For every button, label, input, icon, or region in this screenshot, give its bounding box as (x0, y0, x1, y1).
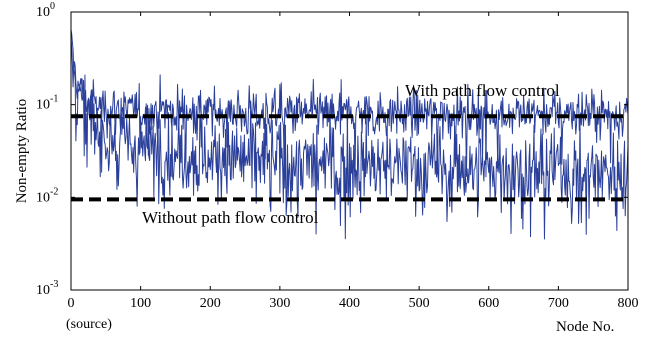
y-tick-label: 100 (36, 1, 55, 20)
y-tick-label: 10-1 (36, 94, 58, 113)
reference-lines (71, 114, 628, 202)
x-tick-sub-label: (source) (66, 317, 112, 332)
annotation-with-control: With path flow control (405, 81, 560, 100)
x-tick-label: 700 (548, 296, 569, 311)
x-axis-label: Node No. (556, 319, 614, 335)
y-tick-label: 10-3 (36, 279, 58, 298)
x-tick-label: 300 (269, 296, 290, 311)
y-ticks: 100 10-1 10-2 10-3 (36, 1, 628, 298)
x-tick-label: 200 (200, 296, 221, 311)
x-tick-label: 400 (339, 296, 360, 311)
annotation-without-control: Without path flow control (142, 208, 319, 227)
x-ticks: 0 100 200 300 400 500 600 700 800 (68, 12, 639, 311)
x-tick-label: 500 (409, 296, 430, 311)
x-tick-label: 600 (478, 296, 499, 311)
x-tick-label: 100 (130, 296, 151, 311)
y-tick-label: 10-2 (36, 186, 58, 205)
x-tick-label: 0 (68, 296, 75, 311)
x-tick-label: 800 (618, 296, 639, 311)
series-line-1 (70, 35, 629, 240)
y-axis-label: Non-empty Ratio (14, 99, 30, 204)
